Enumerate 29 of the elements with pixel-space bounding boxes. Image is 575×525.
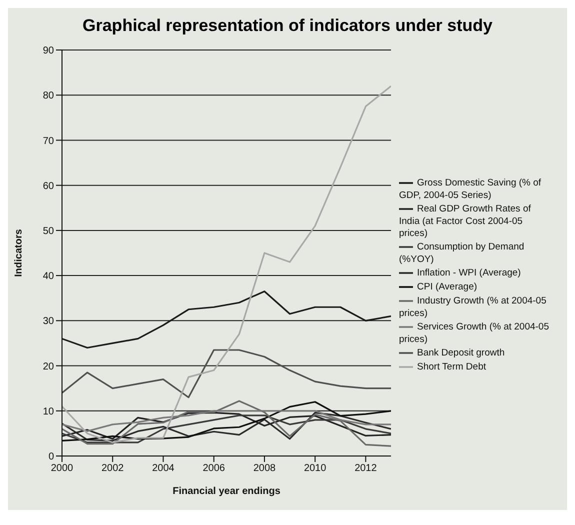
y-tick-label: 0: [48, 452, 54, 463]
legend-label: Inflation - WPI (Average): [417, 268, 521, 279]
y-tick-label: 40: [42, 271, 54, 282]
x-tick-label: 2002: [101, 463, 124, 474]
x-axis-title: Financial year endings: [172, 486, 281, 497]
legend-label: CPI (Average): [417, 282, 478, 293]
y-axis-title: Indicators: [14, 228, 25, 277]
x-tick-label: 2006: [202, 463, 226, 474]
y-tick-label: 10: [42, 406, 54, 418]
x-tick-label: 2012: [354, 463, 378, 474]
x-tick-label: 2000: [50, 463, 74, 474]
y-tick-label: 30: [42, 316, 54, 328]
legend-label: Short Term Debt: [417, 362, 486, 373]
legend-label: Bank Deposit growth: [417, 348, 505, 359]
y-tick-label: 60: [42, 180, 54, 192]
legend-label: Industry Growth (% at 2004-05 prices): [399, 296, 546, 319]
legend-label: Services Growth (% at 2004-05 prices): [399, 322, 550, 345]
y-tick-label: 20: [42, 361, 54, 372]
legend-label: Consumption by Demand (%YOY): [399, 242, 524, 265]
legend-label: Real GDP Growth Rates of India (at Factor Cost 2004-05 prices): [399, 204, 531, 239]
y-tick-label: 80: [42, 90, 54, 102]
y-tick-label: 90: [42, 46, 54, 57]
y-tick-label: 70: [42, 136, 54, 147]
chart-title: Graphical representation of indicators under study: [82, 15, 494, 37]
y-tick-label: 50: [42, 226, 54, 237]
legend-label: Gross Domestic Saving (% of GDP, 2004-05 Series): [399, 178, 542, 201]
x-tick-label: 2004: [152, 463, 175, 474]
x-tick-label: 2010: [304, 463, 327, 474]
x-tick-label: 2008: [253, 463, 276, 474]
